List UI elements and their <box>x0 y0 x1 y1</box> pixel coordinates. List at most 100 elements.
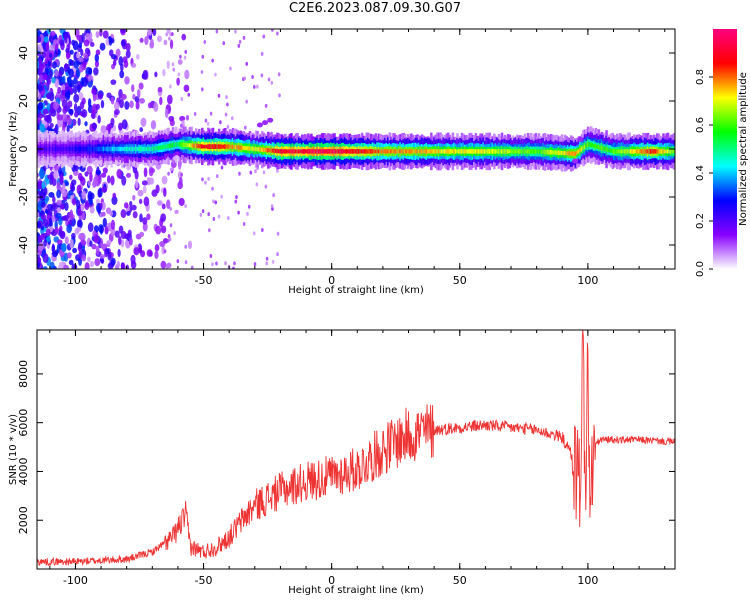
noise-cell <box>222 41 226 46</box>
noise-cell <box>149 38 154 49</box>
ridge-cell <box>582 145 585 151</box>
noise-cell <box>78 64 84 73</box>
ridge-cell <box>491 148 495 154</box>
noise-cell <box>246 211 249 216</box>
noise-cell <box>138 98 146 104</box>
noise-cell <box>80 239 87 246</box>
noise-cell <box>120 93 127 100</box>
ridge-cell <box>305 149 309 154</box>
noise-cell <box>264 184 268 189</box>
noise-cell <box>219 120 222 125</box>
noise-cell <box>51 61 57 69</box>
ridge-cell <box>323 149 327 154</box>
ridge-cell <box>234 144 238 150</box>
spec-ytick-label: 40 <box>17 46 30 60</box>
ridge-cell <box>194 143 198 149</box>
ridge-cell <box>131 146 135 152</box>
noise-cell <box>127 229 132 237</box>
noise-cell <box>95 31 100 39</box>
ridge-cell <box>337 149 341 154</box>
noise-cell <box>52 251 58 258</box>
spec-xtick-label: -50 <box>195 274 213 287</box>
noise-cell <box>86 165 93 175</box>
ridge-cell <box>62 146 66 152</box>
noise-cell <box>57 114 64 121</box>
ridge-cell <box>47 146 50 152</box>
ridge-cell <box>583 144 587 150</box>
noise-cell <box>109 49 114 57</box>
ridge-cell <box>125 146 129 152</box>
ridge-cell <box>368 149 372 154</box>
ridge-cell <box>494 149 498 154</box>
ridge-cell <box>245 146 249 151</box>
ridge-cell <box>87 146 90 152</box>
ridge-cell <box>259 147 262 152</box>
ridge-blip <box>256 122 263 128</box>
noise-cell <box>81 32 85 43</box>
noise-cell <box>179 54 182 59</box>
ridge-cell <box>460 149 464 154</box>
noise-cell <box>212 199 215 204</box>
ridge-cell <box>240 145 244 151</box>
noise-cell <box>106 124 112 133</box>
noise-cell <box>63 214 70 221</box>
noise-cell <box>104 248 108 258</box>
ridge-cell <box>556 150 559 155</box>
ridge-cell <box>500 149 504 154</box>
ridge-cell <box>454 148 458 154</box>
ridge-cell <box>394 149 398 154</box>
noise-cell <box>278 93 281 98</box>
ridge-cell <box>174 142 178 148</box>
noise-cell <box>43 36 49 43</box>
ridge-cell <box>276 148 279 154</box>
noise-cell <box>62 165 66 173</box>
noise-cell <box>160 260 167 269</box>
noise-cell <box>99 42 106 51</box>
ridge-cell <box>508 149 512 154</box>
ridge-cell <box>288 149 292 154</box>
ridge-cell <box>486 149 490 154</box>
ridge-cell <box>634 149 638 154</box>
ridge-cell <box>196 143 199 149</box>
noise-cell <box>166 94 173 105</box>
ridge-cell <box>264 147 267 152</box>
ridge-cell <box>619 149 622 154</box>
ridge-cell <box>351 149 355 154</box>
noise-cell <box>276 252 279 257</box>
noise-cell <box>224 261 227 266</box>
noise-cell <box>209 254 213 259</box>
noise-cell <box>126 210 131 216</box>
noise-cell <box>134 170 139 180</box>
noise-cell <box>209 111 213 116</box>
ridge-cell <box>310 149 313 154</box>
ridge-cell <box>342 149 345 154</box>
ridge-cell <box>116 146 119 152</box>
noise-cell <box>238 39 242 44</box>
ridge-cell <box>669 149 673 154</box>
ridge-cell <box>279 149 282 154</box>
spec-ytick-label: -20 <box>17 188 30 206</box>
noise-cell <box>242 35 246 40</box>
ridge-cell <box>327 148 330 154</box>
ridge-cell <box>58 147 61 151</box>
noise-cell <box>54 70 59 77</box>
noise-cell <box>65 91 71 101</box>
ridge-cell <box>565 151 568 156</box>
noise-cell <box>74 111 79 118</box>
noise-cell <box>231 116 234 121</box>
noise-cell <box>176 259 180 264</box>
ridge-cell <box>316 149 319 154</box>
noise-cell <box>232 266 235 269</box>
ridge-cell <box>660 148 664 154</box>
noise-cell <box>179 180 183 185</box>
noise-cell <box>125 264 130 269</box>
ridge-cell <box>290 149 293 154</box>
noise-cell <box>215 174 219 179</box>
ridge-cell <box>81 146 84 152</box>
noise-cell <box>185 114 190 121</box>
ridge-cell <box>649 148 653 154</box>
ridge-cell <box>237 145 241 150</box>
noise-cell <box>69 238 74 249</box>
ridge-cell <box>588 142 591 147</box>
noise-cell <box>42 266 48 269</box>
